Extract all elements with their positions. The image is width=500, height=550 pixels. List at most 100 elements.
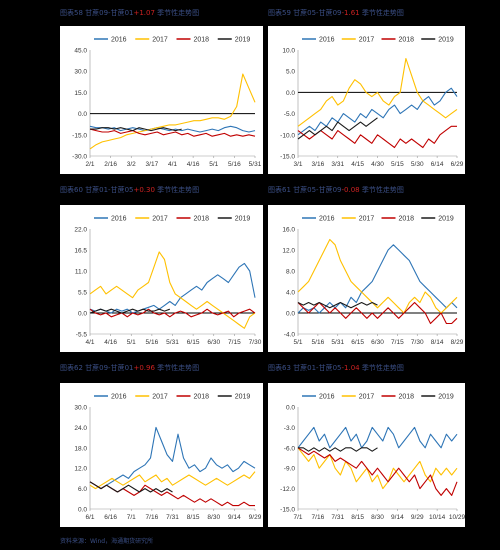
y-tick-label: 0.0 [286, 405, 295, 412]
chart-caption-6: 图表63 甘蔗01-甘蔗05-1.04 季节性走势图 [268, 364, 404, 372]
series-line-2016 [89, 426, 256, 490]
x-tick-label: 7/31 [166, 514, 179, 521]
chart-panel-5: 2016 2017 2018 2019 30.0 24.0 18.0 12.0 6.0 0.0 6/… [60, 383, 263, 527]
y-tick-label: -9.0 [284, 466, 296, 473]
x-tick-label: 5/15 [391, 161, 404, 168]
chart-4: 2016 2017 2018 201916.012.08.04.00.0-4.05/1… [282, 216, 464, 347]
series-line-2019 [89, 308, 170, 314]
y-tick-label: 30.0 [74, 405, 87, 412]
x-tick-label: 8/29 [451, 339, 464, 346]
legend: 2016 2017 2018 2019 [94, 37, 250, 44]
legend-label-2017: 2017 [359, 37, 375, 44]
x-tick-label: 6/14 [431, 161, 444, 168]
x-tick-label: 5/30 [411, 161, 424, 168]
legend-label-2016: 2016 [111, 37, 127, 44]
y-tick-label: -6.0 [284, 445, 296, 452]
legend-label-2018: 2018 [399, 37, 415, 44]
y-tick-label: -10.0 [280, 132, 295, 139]
chart-5: 2016 2017 2018 201930.024.018.012.06.00.06/… [74, 394, 261, 522]
legend-label-2016: 2016 [111, 216, 127, 223]
y-tick-label: -3.0 [284, 425, 296, 432]
legend-label-2017: 2017 [152, 394, 168, 401]
x-tick-label: 7/1 [127, 514, 136, 521]
y-tick-label: -5.5 [76, 332, 88, 339]
y-tick-label: 12.0 [282, 248, 295, 255]
y-tick-label: 0.0 [78, 311, 87, 318]
legend-label-2017: 2017 [152, 216, 168, 223]
legend-label-2019: 2019 [235, 394, 251, 401]
x-tick-label: 3/16 [312, 161, 325, 168]
chart-caption-5: 图表62 甘蔗09-甘蔗01+0.96 季节性走势图 [60, 364, 200, 372]
legend-label-2016: 2016 [319, 216, 335, 223]
legend-label-2016: 2016 [319, 394, 335, 401]
legend-label-2018: 2018 [194, 394, 210, 401]
y-tick-label: -15.0 [72, 132, 87, 139]
y-tick-label: -5.0 [284, 111, 296, 118]
chart-panel-2: 2016 2017 2018 2019 10.0 5.0 0.0 -5.0 -10.0 -15.0… [268, 26, 465, 174]
chart-panel-3: 2016 2017 2018 2019 22.0 16.5 11.0 5.5 0.0 -5.5 4/… [60, 205, 263, 352]
x-tick-label: 3/17 [146, 161, 159, 168]
x-tick-label: 8/30 [371, 514, 384, 521]
y-tick-label: -30.0 [72, 154, 87, 161]
legend: 2016 2017 2018 2019 [94, 216, 250, 223]
y-tick-label: 16.5 [74, 248, 87, 255]
y-tick-label: 0.0 [78, 507, 87, 514]
x-tick-label: 7/16 [146, 514, 159, 521]
y-tick-label: 0.0 [78, 111, 87, 118]
series-line-2017 [89, 73, 256, 150]
y-tick-label: 12.0 [74, 466, 87, 473]
x-tick-label: 9/14 [391, 514, 404, 521]
y-tick-label: 5.0 [286, 69, 295, 76]
y-tick-label: -12.0 [280, 486, 295, 493]
x-tick-label: 10/29 [449, 514, 465, 521]
x-tick-label: 5/31 [166, 339, 179, 346]
x-tick-label: 7/15 [228, 339, 241, 346]
legend: 2016 2017 2018 2019 [94, 394, 250, 401]
x-tick-label: 6/15 [351, 339, 364, 346]
series-line-2018 [297, 301, 458, 325]
series-line-2016 [297, 426, 458, 449]
x-tick-label: 5/1 [127, 339, 136, 346]
x-tick-label: 3/2 [127, 161, 136, 168]
y-tick-label: 45.0 [74, 48, 87, 55]
x-tick-label: 7/31 [331, 514, 344, 521]
legend-label-2019: 2019 [235, 216, 251, 223]
y-tick-label: 8.0 [286, 269, 295, 276]
series-line-2017 [89, 471, 256, 490]
chart-caption-2: 图表59 甘蔗05-甘蔗09-1.61 季节性走势图 [268, 9, 404, 17]
x-tick-label: 7/30 [411, 339, 424, 346]
series-line-2016 [89, 262, 256, 314]
x-tick-label: 5/16 [228, 161, 241, 168]
chart-panel-4: 2016 2017 2018 2019 16.0 12.0 8.0 4.0 0.0 -4.0 5/1… [268, 205, 465, 352]
series-line-2019 [298, 447, 378, 452]
x-tick-label: 7/16 [312, 514, 325, 521]
chart-caption-3: 图表60 甘蔗01-甘蔗05+0.30 季节性走势图 [60, 186, 200, 194]
legend: 2016 2017 2018 2019 [302, 216, 454, 223]
x-tick-label: 8/15 [187, 514, 200, 521]
series-line-2019 [89, 481, 173, 493]
x-tick-label: 8/30 [207, 514, 220, 521]
legend-label-2018: 2018 [194, 216, 210, 223]
x-tick-label: 7/1 [293, 514, 302, 521]
chart-panel-6: 2016 2017 2018 2019 0.0 -3.0 -6.0 -9.0 -12.0 -15.… [268, 383, 465, 527]
x-tick-label: 8/15 [351, 514, 364, 521]
legend: 2016 2017 2018 2019 [302, 37, 454, 44]
chart-1: 2016 2017 2018 2019 45.0 30.0 15.0 0.0 -15.0 -30.… [72, 37, 262, 169]
x-tick-label: 8/14 [431, 339, 444, 346]
y-tick-label: 5.5 [78, 290, 87, 297]
x-tick-label: 3/31 [331, 161, 344, 168]
chart-2: 2016 2017 2018 2019 10.0 5.0 0.0 -5.0 -10.0 -15.0… [280, 37, 464, 169]
series-line-2019 [90, 127, 182, 132]
legend-label-2016: 2016 [111, 394, 127, 401]
x-tick-label: 6/15 [187, 339, 200, 346]
series-line-2017 [297, 238, 458, 314]
x-tick-label: 6/30 [371, 339, 384, 346]
series-line-2018 [297, 447, 458, 496]
y-tick-label: 10.0 [282, 48, 295, 55]
y-tick-label: -15.0 [280, 507, 295, 514]
y-tick-label: -4.0 [284, 332, 296, 339]
y-tick-label: 4.0 [286, 290, 295, 297]
x-tick-label: 5/31 [331, 339, 344, 346]
legend-label-2019: 2019 [438, 216, 454, 223]
x-tick-label: 4/1 [85, 339, 94, 346]
